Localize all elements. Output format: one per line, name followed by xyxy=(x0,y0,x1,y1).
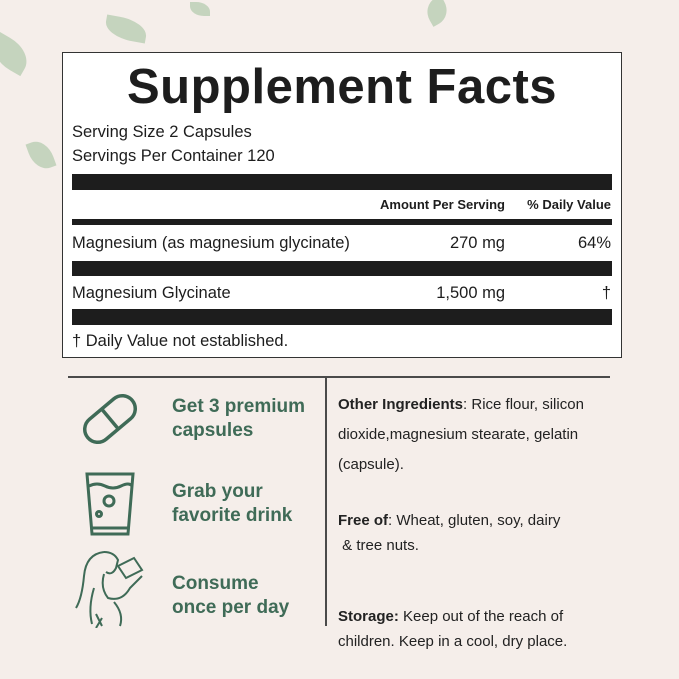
ingredients-label: Other Ingredients xyxy=(338,396,464,413)
step-capsules: Get 3 premium capsules xyxy=(172,395,305,443)
nutrient-amount: 270 mg xyxy=(449,234,505,252)
divider-bar xyxy=(72,261,612,276)
storage-text: Keep out of the reach of children. Keep … xyxy=(338,608,568,650)
step-consume: Consume once per day xyxy=(172,572,289,620)
leaf-decoration xyxy=(25,137,57,173)
column-divider xyxy=(325,376,327,626)
supplement-facts-panel: Supplement Facts Serving Size 2 Capsules… xyxy=(62,52,622,358)
other-ingredients: Other Ingredients: Rice flour, silicon d… xyxy=(338,390,628,480)
leaf-decoration xyxy=(421,0,453,27)
step-line: Consume xyxy=(172,573,259,594)
free-of-label: Free of xyxy=(338,512,389,529)
leaf-decoration xyxy=(0,31,35,77)
step-drink: Grab your favorite drink xyxy=(172,480,292,528)
free-of-text: : Wheat, gluten, soy, dairy xyxy=(388,512,561,529)
servings-per-container: Servings Per Container 120 xyxy=(72,147,275,165)
ingredients-text: : Rice flour, silicon dioxide,magnesium … xyxy=(338,396,584,473)
header-amount: Amount Per Serving xyxy=(380,197,505,212)
facts-title: Supplement Facts xyxy=(126,60,558,114)
glass-icon xyxy=(85,472,135,536)
footnote: † Daily Value not established. xyxy=(72,332,289,350)
step-line: favorite drink xyxy=(172,505,293,526)
step-line: Get 3 premium xyxy=(172,396,306,417)
section-divider xyxy=(68,376,610,378)
leaf-decoration xyxy=(103,14,149,44)
divider-bar xyxy=(72,219,612,225)
free-of: Free of: Wheat, gluten, soy, dairy & tre… xyxy=(338,508,628,558)
nutrient-amount: 1,500 mg xyxy=(436,284,505,302)
nutrient-name: Magnesium (as magnesium glycinate) xyxy=(72,234,350,252)
leaf-decoration xyxy=(190,2,210,16)
storage-label: Storage: xyxy=(338,608,399,625)
nutrient-dv: † xyxy=(601,284,611,302)
header-daily-value: % Daily Value xyxy=(527,197,611,212)
storage: Storage: Keep out of the reach of childr… xyxy=(338,604,608,654)
nutrient-name: Magnesium Glycinate xyxy=(72,284,231,302)
step-line: capsules xyxy=(172,420,254,441)
serving-size: Serving Size 2 Capsules xyxy=(72,123,252,141)
free-of-text-2: & tree nuts. xyxy=(338,537,419,554)
step-line: Grab your xyxy=(172,481,263,502)
divider-bar xyxy=(72,309,612,325)
woman-drinking-icon xyxy=(75,551,144,628)
capsule-icon xyxy=(82,393,138,445)
nutrient-dv: 64% xyxy=(577,234,611,252)
divider-bar xyxy=(72,174,612,190)
step-line: once per day xyxy=(172,597,290,618)
